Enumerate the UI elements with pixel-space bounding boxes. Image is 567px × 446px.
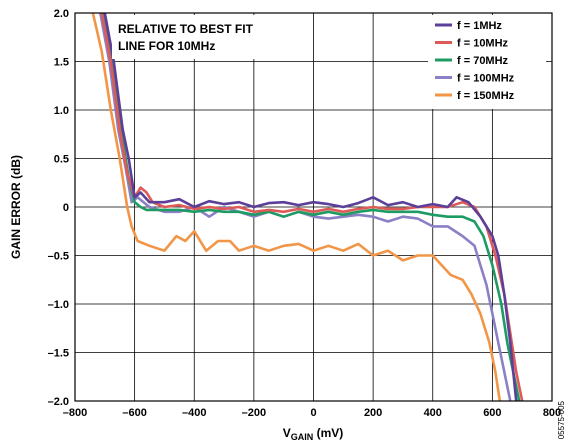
series-line-f-70mhz bbox=[102, 13, 521, 401]
figure-id: 05575-005 bbox=[557, 400, 566, 439]
legend: f = 1MHz f = 10MHz f = 70MHz f = 100MHz f = … bbox=[435, 20, 515, 102]
legend-label-f-10mhz: f = 10MHz bbox=[457, 38, 509, 50]
legend-label-f-150mhz: f = 150MHz bbox=[457, 90, 515, 102]
x-tick-label: –600 bbox=[122, 407, 146, 419]
x-axis-label-sub: GAIN bbox=[291, 432, 314, 442]
y-tick-label: –2.0 bbox=[48, 396, 69, 408]
x-tick-label: 400 bbox=[424, 407, 442, 419]
series-line-f-150mhz bbox=[91, 13, 502, 401]
y-tick-label: –0.5 bbox=[48, 251, 69, 263]
annotation-box bbox=[112, 15, 302, 59]
x-axis-label: VGAIN (mV) bbox=[283, 426, 344, 442]
y-tick-label: –1.5 bbox=[48, 348, 69, 360]
series-line-f-1mhz bbox=[103, 13, 518, 401]
y-tick-label: 0 bbox=[63, 202, 69, 214]
x-tick-label: –800 bbox=[63, 407, 87, 419]
x-tick-label: 600 bbox=[483, 407, 501, 419]
x-axis-label-main: V bbox=[283, 426, 291, 440]
x-axis-label-unit: (mV) bbox=[313, 426, 343, 440]
annotation-line-2: LINE FOR 10MHz bbox=[118, 39, 215, 53]
legend-box bbox=[428, 15, 546, 109]
y-tick-label: 2.0 bbox=[54, 8, 69, 20]
legend-label-f-1mhz: f = 1MHz bbox=[457, 20, 502, 32]
annotation-line-1: RELATIVE TO BEST FIT bbox=[118, 22, 254, 36]
x-tick-label: 800 bbox=[543, 407, 561, 419]
y-tick-label: –1.0 bbox=[48, 299, 69, 311]
y-tick-label: 0.5 bbox=[54, 154, 69, 166]
x-tick-label: 200 bbox=[364, 407, 382, 419]
legend-label-f-100mhz: f = 100MHz bbox=[457, 73, 515, 85]
y-tick-label: 1.5 bbox=[54, 57, 69, 69]
x-tick-labels: –800 –600 –400 –200 0 200 400 600 800 bbox=[63, 407, 561, 419]
y-axis-label: GAIN ERROR (dB) bbox=[9, 155, 23, 259]
y-tick-labels: 2.0 1.5 1.0 0.5 0 –0.5 –1.0 –1.5 –2.0 bbox=[48, 8, 69, 408]
y-tick-label: 1.0 bbox=[54, 105, 69, 117]
x-tick-label: –200 bbox=[242, 407, 266, 419]
plot-frame bbox=[74, 12, 553, 402]
x-tick-label: –400 bbox=[182, 407, 206, 419]
series-lines bbox=[91, 13, 524, 401]
legend-label-f-70mhz: f = 70MHz bbox=[457, 55, 509, 67]
x-tick-label: 0 bbox=[310, 407, 316, 419]
